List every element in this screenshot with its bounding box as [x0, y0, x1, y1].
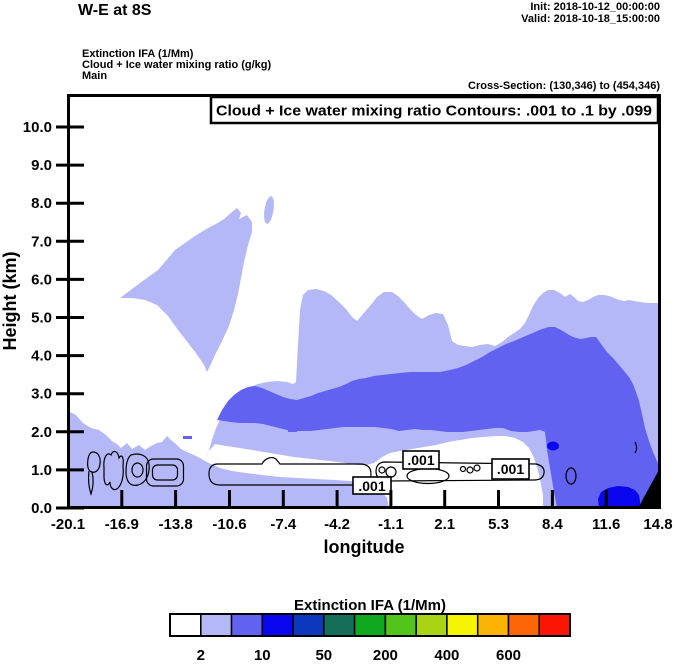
y-tick-label: 10.0	[23, 119, 52, 136]
figure-title: W-E at 8S	[78, 2, 152, 19]
x-tick-label: 14.8	[643, 516, 672, 533]
model-label: Main	[82, 70, 107, 82]
x-tick-label: -13.8	[158, 516, 192, 533]
colorbar-title: Extinction IFA (1/Mm)	[294, 597, 446, 614]
colorbar-tick-label: 200	[373, 647, 398, 664]
colorbar-cell	[230, 613, 264, 637]
colorbar-cell	[384, 613, 417, 637]
plot-frame	[67, 94, 661, 509]
contour-label-box	[402, 450, 440, 470]
colorbar	[169, 613, 571, 637]
colorbar-cell	[169, 613, 202, 637]
colorbar-frame	[169, 613, 571, 637]
y-axis-title: Height (km)	[0, 251, 20, 350]
colorbar-cell	[353, 613, 387, 637]
colorbar-cell	[446, 613, 479, 637]
colorbar-tick-label: 400	[434, 647, 459, 664]
contour-value-labels: .001 .001 .001	[352, 450, 530, 495]
x-tick-labels: -20.1 -16.9 -13.8 -10.6 -7.4 -4.2 -1.1 2…	[51, 516, 673, 533]
y-tick-label: 1.0	[31, 462, 52, 479]
colorbar-cell	[507, 613, 541, 637]
shade-level-50-200	[547, 441, 640, 507]
x-tick-marks	[120, 490, 608, 507]
contour-label-box	[352, 476, 392, 495]
contour-label: .001	[497, 461, 524, 477]
init-time-label: Init: 2018-10-12_00:00:00	[530, 1, 660, 13]
y-tick-label: 9.0	[31, 157, 52, 174]
colorbar-cell	[476, 613, 510, 637]
y-tick-labels: 0.0 1.0 2.0 3.0 4.0 5.0 6.0 7.0 8.0 9.0 …	[23, 119, 52, 517]
colorbar-tick-label: 10	[254, 647, 271, 664]
colorbar-cell	[200, 613, 233, 637]
contour-label: .001	[407, 452, 434, 468]
colorbar-tick-label: 50	[315, 647, 332, 664]
x-tick-label: -1.1	[378, 516, 404, 533]
colorbar-cell	[538, 613, 571, 637]
y-tick-label: 5.0	[31, 310, 52, 327]
colorbar-tick-labels: 2 10 50 200 400 600	[197, 647, 521, 664]
annotation-box	[209, 95, 660, 125]
x-tick-label: -10.6	[212, 516, 246, 533]
colorbar-cell	[415, 613, 448, 637]
x-tick-label: -4.2	[324, 516, 350, 533]
cloud-contour-lines	[87, 441, 638, 496]
colorbar-tick-label: 600	[496, 647, 521, 664]
colorbar-cell	[292, 613, 325, 637]
shaded-contour-field: .001 .001 .001	[69, 196, 659, 507]
contour-annotation: Cloud + Ice water mixing ratio Contours:…	[216, 103, 652, 120]
y-tick-label: 4.0	[31, 348, 52, 365]
colorbar-tick-label: 2	[197, 647, 205, 664]
y-tick-marks	[56, 125, 84, 510]
x-tick-label: -16.9	[105, 516, 139, 533]
colorbar-cell	[261, 613, 294, 637]
x-axis-title: longitude	[324, 537, 405, 557]
x-tick-label: -7.4	[270, 516, 297, 533]
colorbar-cell	[323, 613, 356, 637]
x-tick-label: 5.3	[488, 516, 509, 533]
terrain-corner	[638, 469, 659, 507]
shade-level-10-50	[183, 327, 659, 507]
y-tick-label: 6.0	[31, 271, 52, 288]
y-tick-label: 8.0	[31, 195, 52, 212]
x-tick-label: -20.1	[51, 516, 85, 533]
y-tick-label: 0.0	[31, 500, 52, 517]
contour-label-box	[491, 458, 530, 480]
x-tick-label: 2.1	[434, 516, 455, 533]
y-tick-label: 7.0	[31, 233, 52, 250]
contour-label: .001	[358, 478, 385, 494]
x-tick-label: 11.6	[592, 516, 620, 533]
cross-section-label: Cross-Section: (130,346) to (454,346)	[468, 80, 660, 92]
shaded-field-label: Extinction IFA (1/Mm)	[82, 48, 194, 60]
y-tick-label: 2.0	[31, 424, 52, 441]
valid-time-label: Valid: 2018-10-18_15:00:00	[521, 13, 660, 25]
contour-field-label: Cloud + Ice water mixing ratio (g/kg)	[82, 59, 272, 71]
x-tick-label: 8.4	[542, 516, 564, 533]
y-tick-label: 3.0	[31, 386, 52, 403]
